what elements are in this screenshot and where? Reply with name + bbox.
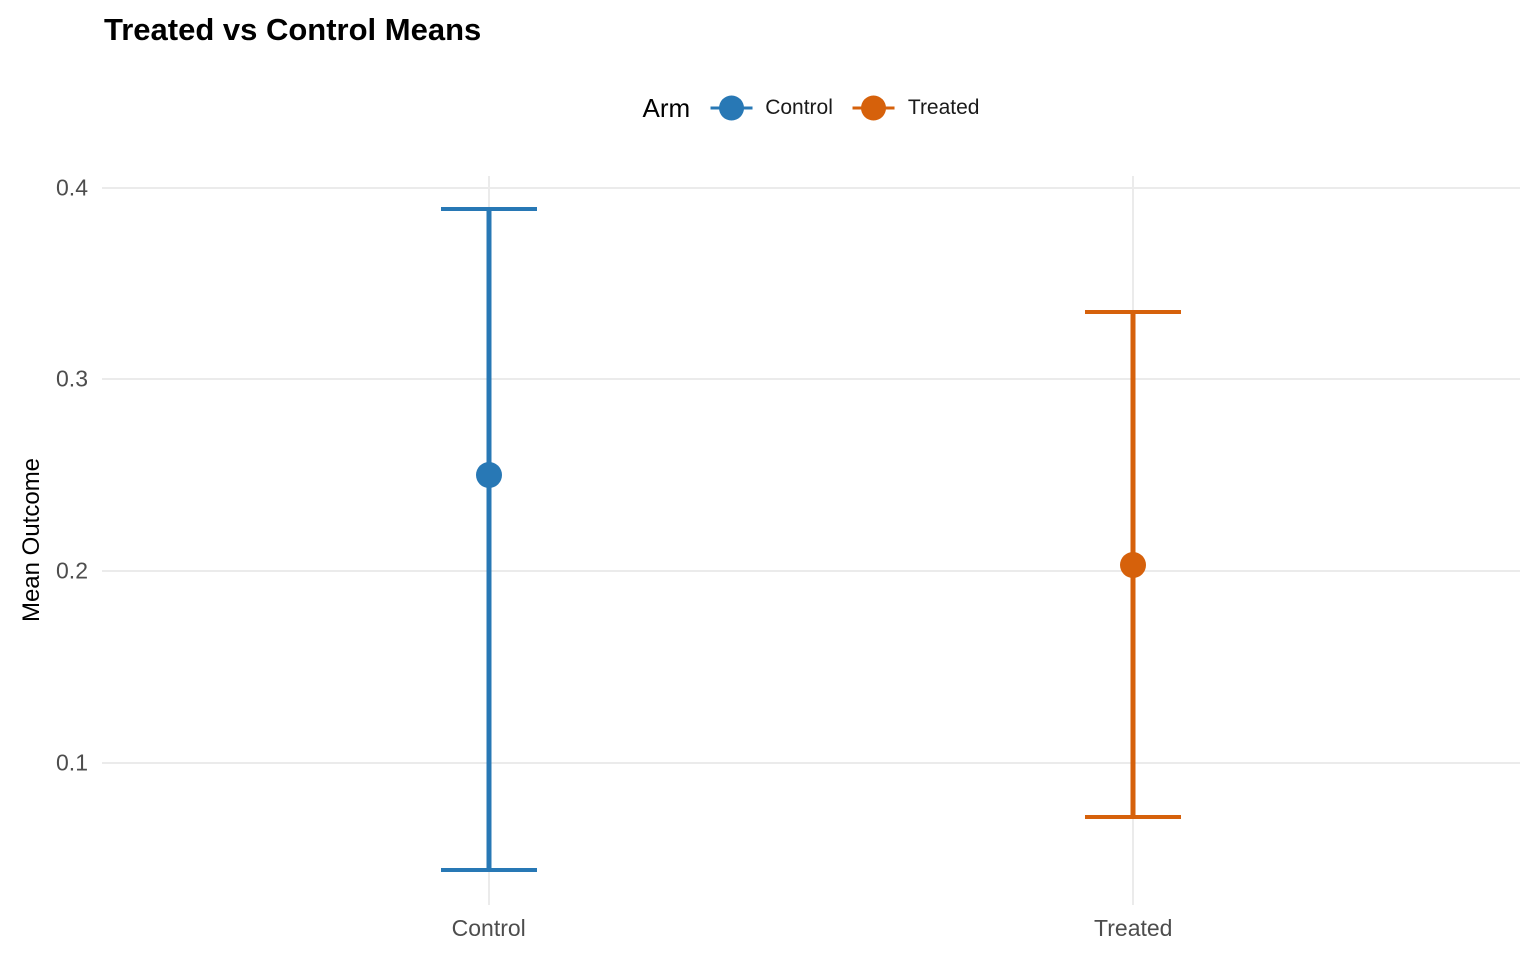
y-axis-title: Mean Outcome (18, 457, 45, 623)
errorbar-cap-upper-treated (1085, 310, 1182, 315)
gridline-horizontal (102, 186, 1520, 189)
x-tick-label: Treated (1094, 915, 1173, 941)
legend-entry-label: Treated (907, 96, 980, 119)
pointrange-point-treated (1120, 552, 1147, 579)
legend-key-icon (852, 93, 895, 123)
legend-key-icon (710, 93, 753, 123)
gridline-horizontal (102, 570, 1520, 573)
y-tick-label: 0.3 (56, 365, 88, 392)
errorbar-cap-lower-control (440, 868, 537, 873)
pointrange-point-control (475, 462, 502, 489)
legend-key-point (718, 95, 744, 121)
legend-entry-treated: Treated (852, 93, 980, 123)
gridline-horizontal (102, 762, 1520, 765)
legend-key-point (861, 95, 887, 121)
errorbar-line-control (486, 208, 492, 871)
legend-title: Arm (642, 92, 691, 123)
gridline-horizontal (102, 378, 1520, 381)
legend-entry-control: Control (710, 93, 833, 123)
errorbar-cap-lower-treated (1085, 814, 1182, 819)
chart-title: Treated vs Control Means (104, 12, 482, 47)
x-tick-label: Control (451, 915, 526, 941)
legend-entry-label: Control (765, 96, 833, 119)
y-tick-label: 0.2 (56, 557, 88, 584)
errorbar-cap-upper-control (440, 206, 537, 211)
y-tick-label: 0.4 (56, 174, 88, 200)
legend: Arm Control Treated (643, 87, 980, 129)
y-tick-label: 0.1 (56, 749, 88, 776)
